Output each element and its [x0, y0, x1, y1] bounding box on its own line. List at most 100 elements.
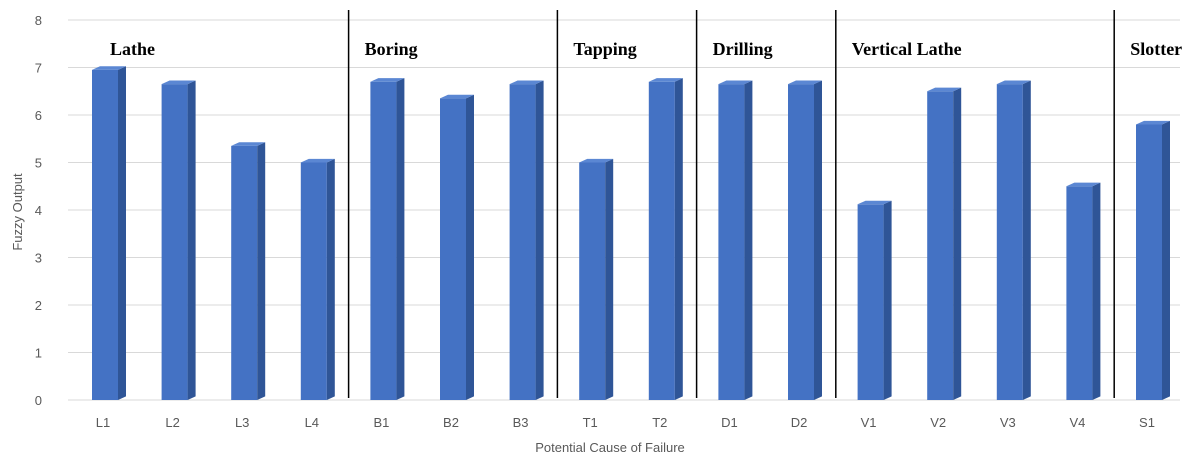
- bar-side: [744, 80, 753, 401]
- bar-side: [605, 158, 614, 400]
- y-tick-label: 6: [35, 108, 42, 123]
- x-tick-label: B2: [443, 415, 459, 430]
- bar-top: [1066, 182, 1101, 187]
- y-tick-label: 5: [35, 156, 42, 171]
- x-tick-label: T1: [583, 415, 598, 430]
- group-label-slotter: Slotter: [1130, 39, 1182, 59]
- x-tick-label: V1: [861, 415, 877, 430]
- bar-side: [118, 66, 126, 401]
- y-axis-ticks: 0 1 2 3 4 5 6 7 8: [35, 13, 42, 408]
- bar-front: [996, 84, 1023, 400]
- y-tick-label: 8: [35, 13, 42, 28]
- bar-front: [1136, 124, 1162, 400]
- bar-side: [1022, 80, 1031, 401]
- bar-side: [1092, 182, 1101, 400]
- bar-side: [814, 80, 822, 401]
- bar-front: [579, 162, 606, 400]
- bar-front: [648, 81, 675, 400]
- bar-side: [187, 80, 196, 401]
- group-label-lathe: Lathe: [110, 39, 155, 59]
- bar-b3: [509, 80, 544, 401]
- group-label-drilling: Drilling: [713, 39, 773, 59]
- bar-side: [326, 158, 335, 400]
- bar-l4: [300, 158, 335, 400]
- bar-b1: [370, 78, 405, 401]
- bar-v1: [857, 200, 892, 400]
- bar-top: [857, 200, 892, 205]
- bar-v4: [1066, 182, 1101, 400]
- x-tick-label: L3: [235, 415, 249, 430]
- group-dividers: [347, 10, 1115, 398]
- bar-t2: [648, 78, 683, 401]
- bar-front: [92, 69, 118, 400]
- group-labels: Lathe Boring Tapping Drilling Vertical Lathe…: [110, 39, 1182, 59]
- bar-side: [953, 87, 962, 401]
- x-axis-ticks: L1 L2 L3 L4 B1 B2 B3 T1 T2 D1 D2 V1 V2 V3 V4 S1: [96, 415, 1155, 430]
- y-tick-label: 0: [35, 393, 42, 408]
- y-tick-label: 4: [35, 203, 42, 218]
- bar-top: [718, 80, 753, 85]
- bar-v2: [927, 87, 962, 401]
- x-axis-title: Potential Cause of Failure: [535, 440, 685, 455]
- group-label-tapping: Tapping: [573, 39, 636, 59]
- bar-b2: [440, 94, 474, 401]
- bar-front: [857, 204, 884, 400]
- bar-top: [788, 80, 822, 85]
- x-tick-label: L1: [96, 415, 110, 430]
- x-tick-label: B3: [513, 415, 529, 430]
- bars: [92, 66, 1170, 401]
- bar-front: [161, 84, 188, 400]
- y-tick-label: 1: [35, 346, 42, 361]
- bar-top: [1136, 120, 1170, 125]
- bar-top: [996, 80, 1031, 85]
- x-tick-label: B1: [373, 415, 389, 430]
- bar-front: [440, 98, 466, 400]
- y-tick-label: 7: [35, 61, 42, 76]
- bar-t1: [579, 158, 614, 400]
- bar-l2: [161, 80, 196, 401]
- bar-front: [509, 84, 536, 400]
- x-tick-label: L4: [305, 415, 319, 430]
- x-tick-label: V3: [1000, 415, 1016, 430]
- x-tick-label: D1: [721, 415, 738, 430]
- bar-front: [300, 162, 327, 400]
- bar-top: [231, 142, 266, 146]
- group-label-boring: Boring: [365, 39, 418, 59]
- y-tick-label: 3: [35, 251, 42, 266]
- x-tick-label: T2: [652, 415, 667, 430]
- bar-s1: [1136, 120, 1170, 401]
- bar-front: [231, 145, 258, 400]
- bar-front: [718, 84, 745, 400]
- bar-top: [509, 80, 544, 85]
- bar-front: [1066, 186, 1093, 400]
- bar-side: [674, 78, 683, 401]
- y-tick-label: 2: [35, 298, 42, 313]
- bar-d2: [788, 80, 822, 401]
- bar-top: [579, 158, 614, 163]
- bar-top: [370, 78, 405, 82]
- bar-side: [1162, 120, 1170, 401]
- x-tick-label: L2: [165, 415, 179, 430]
- bar-front: [370, 81, 397, 400]
- bar-v3: [996, 80, 1031, 401]
- bar-top: [92, 66, 126, 70]
- bar-d1: [718, 80, 753, 401]
- x-tick-label: D2: [791, 415, 808, 430]
- bar-top: [440, 94, 474, 99]
- bar-side: [257, 142, 266, 400]
- bar-front: [927, 91, 954, 400]
- bar-side: [396, 78, 405, 401]
- x-tick-label: V2: [930, 415, 946, 430]
- bar-top: [161, 80, 196, 85]
- x-tick-label: V4: [1069, 415, 1085, 430]
- group-label-vertical-lathe: Vertical Lathe: [852, 39, 962, 59]
- bar-l1: [92, 66, 126, 401]
- bar-side: [466, 94, 474, 401]
- y-axis-title: Fuzzy Output: [10, 173, 25, 251]
- bar-top: [927, 87, 962, 92]
- bar-top: [300, 158, 335, 163]
- bar-l3: [231, 142, 266, 400]
- bar-side: [535, 80, 544, 401]
